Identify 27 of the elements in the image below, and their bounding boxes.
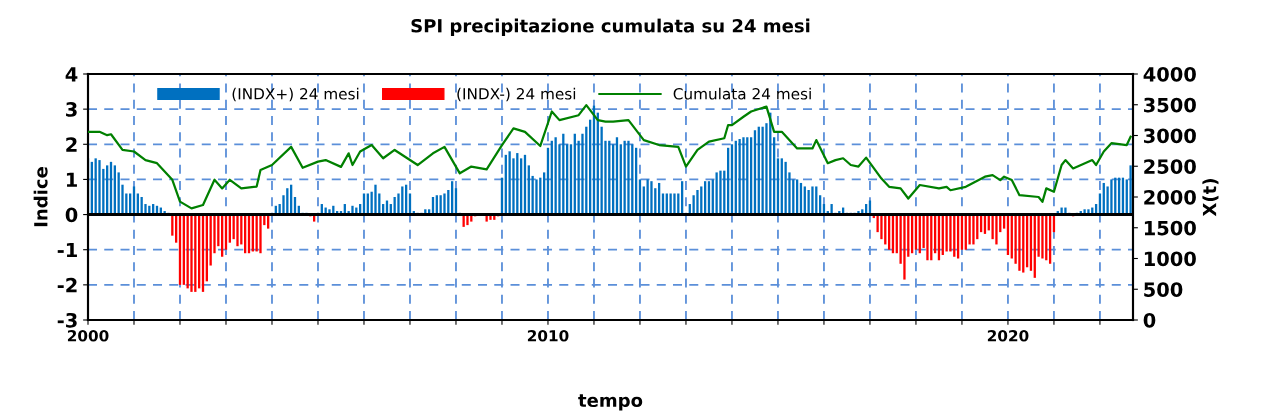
y2-tick-label: 2000: [1144, 189, 1196, 205]
y-tick-label: 1: [66, 172, 77, 187]
legend-label: Cumulata 24 mesi: [673, 87, 811, 100]
y-tick-label: 2: [66, 137, 77, 152]
y2-tick-label: 3000: [1144, 128, 1196, 144]
y-tick-label: 4: [65, 67, 78, 82]
y2-tick-label: 0: [1143, 312, 1156, 328]
y-tick-label: -1: [57, 242, 77, 258]
y2-tick-label: 1500: [1144, 220, 1196, 236]
y2-tick-label: 4000: [1143, 66, 1196, 82]
y-tick-label: 3: [66, 102, 77, 117]
y-tick-label: 0: [65, 207, 78, 223]
y-tick-label: -2: [57, 277, 77, 293]
legend-label: (INDX+) 24 mesi: [232, 87, 359, 102]
y2-tick-label: 500: [1144, 282, 1183, 297]
y2-axis-title: X(t): [1202, 179, 1219, 217]
y2-tick-label: 2500: [1144, 159, 1196, 174]
y-tick-label: -3: [57, 312, 77, 328]
x-tick-label: 2000: [67, 329, 109, 342]
y-axis-title: Indice: [33, 167, 48, 227]
x-axis-title: tempo: [578, 394, 643, 411]
y2-tick-label: 3500: [1144, 97, 1196, 113]
legend-label: (INDX-) 24 mesi: [457, 87, 576, 102]
x-tick-label: 2010: [527, 329, 569, 342]
y2-tick-label: 1000: [1144, 251, 1196, 267]
chart-title: SPI precipitazione cumulata su 24 mesi: [411, 18, 810, 37]
x-tick-label: 2020: [987, 329, 1029, 342]
